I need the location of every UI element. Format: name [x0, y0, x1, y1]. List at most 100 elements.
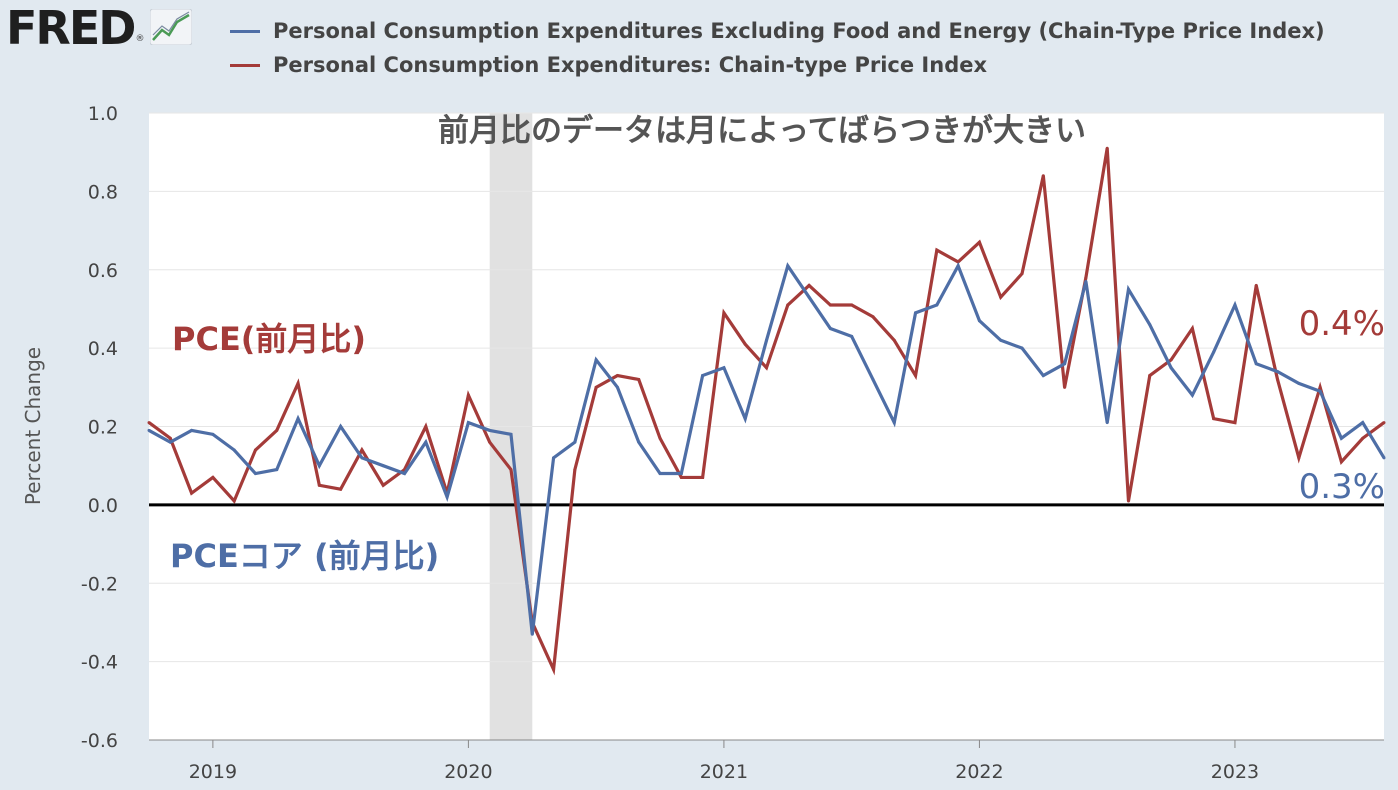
data-point [1063, 362, 1067, 366]
data-point [977, 319, 981, 323]
data-point [807, 283, 811, 287]
annotation-pce-label: PCE(前月比) [172, 320, 366, 358]
data-point [1276, 377, 1280, 381]
data-point [168, 436, 172, 440]
y-tick-label: 0.8 [88, 181, 118, 203]
data-point [1318, 385, 1322, 389]
data-point [1169, 366, 1173, 370]
data-point [1254, 283, 1258, 287]
y-tick-label: 1.0 [88, 103, 118, 125]
data-point [956, 264, 960, 268]
data-point [1063, 385, 1067, 389]
legend-swatch-pce-core [230, 29, 260, 33]
data-point [1382, 456, 1386, 460]
data-point [935, 303, 939, 307]
data-point [339, 425, 343, 428]
y-tick-label: -0.2 [81, 573, 118, 595]
data-point [1169, 358, 1173, 362]
data-point [424, 440, 428, 444]
data-point [977, 240, 981, 244]
data-point [679, 475, 683, 479]
data-point [701, 475, 705, 479]
y-tick-label: 0.0 [88, 495, 118, 517]
data-point [892, 338, 896, 342]
data-point [637, 440, 641, 444]
data-point [573, 440, 577, 444]
data-point [360, 448, 364, 452]
y-tick-label: -0.6 [81, 730, 118, 752]
x-tick-label: 2023 [1211, 761, 1259, 783]
data-point [722, 311, 726, 315]
data-point [1254, 362, 1258, 366]
legend-swatch-pce [230, 63, 260, 67]
data-point [1276, 370, 1280, 374]
fred-logo[interactable]: FRED ® [6, 1, 193, 55]
data-point [1233, 421, 1237, 425]
series-pce-core [147, 262, 1386, 636]
data-point [999, 295, 1003, 299]
data-point [743, 417, 747, 421]
registered-mark: ® [135, 34, 145, 44]
fred-logo-text: FRED [6, 1, 136, 55]
data-point [871, 377, 875, 381]
data-point [488, 440, 492, 444]
data-point [190, 428, 194, 432]
data-point [552, 667, 556, 671]
data-point [1361, 421, 1365, 425]
y-tick-label: 0.2 [88, 417, 118, 439]
data-point [211, 475, 215, 479]
data-point [892, 421, 896, 425]
data-point [1020, 346, 1024, 350]
data-point [594, 358, 598, 362]
data-point [1041, 174, 1045, 178]
annotation-core-label: PCEコア (前月比) [170, 537, 439, 575]
data-point [232, 448, 236, 452]
data-point [275, 468, 279, 472]
annotation-core-last-value: 0.3% [1299, 467, 1385, 507]
y-tick-label: -0.4 [81, 652, 118, 674]
chart-legend: Personal Consumption Expenditures Exclud… [230, 14, 1325, 82]
data-point [466, 421, 470, 425]
data-point [253, 448, 257, 452]
data-point [1318, 389, 1322, 393]
x-tick-label: 2021 [700, 761, 748, 783]
data-point [168, 440, 172, 444]
data-point [147, 428, 151, 432]
x-tick-label: 2022 [955, 761, 1003, 783]
data-point [786, 264, 790, 268]
data-point [914, 374, 918, 378]
data-point [552, 456, 556, 460]
data-point [786, 303, 790, 307]
data-point [1361, 436, 1365, 440]
data-point [147, 421, 151, 425]
data-point [679, 472, 683, 476]
data-point [722, 366, 726, 370]
y-tick-label: 0.6 [88, 260, 118, 282]
annotation-pce-last-value: 0.4% [1299, 304, 1385, 344]
data-point [1297, 456, 1301, 460]
data-point [275, 428, 279, 432]
legend-label-pce: Personal Consumption Expenditures: Chain… [273, 53, 988, 77]
data-point [637, 377, 641, 381]
annotation-title: 前月比のデータは月によってばらつきが大きい [438, 113, 1086, 149]
data-point [360, 456, 364, 460]
legend-item-pce-core[interactable]: Personal Consumption Expenditures Exclud… [230, 14, 1325, 48]
data-point [509, 468, 513, 472]
data-point [296, 381, 300, 385]
data-point [999, 338, 1003, 342]
y-axis-label: Percent Change [21, 347, 45, 505]
data-point [445, 495, 449, 499]
data-point [1041, 374, 1045, 378]
data-point [701, 374, 705, 378]
data-point [658, 436, 662, 440]
data-point [381, 464, 385, 468]
data-point [1382, 421, 1386, 425]
data-point [807, 295, 811, 299]
data-point [1339, 436, 1343, 440]
legend-item-pce[interactable]: Personal Consumption Expenditures: Chain… [230, 48, 1325, 82]
data-point [1084, 280, 1088, 284]
data-point [1126, 287, 1130, 291]
data-point [1297, 381, 1301, 385]
data-point [828, 303, 832, 307]
